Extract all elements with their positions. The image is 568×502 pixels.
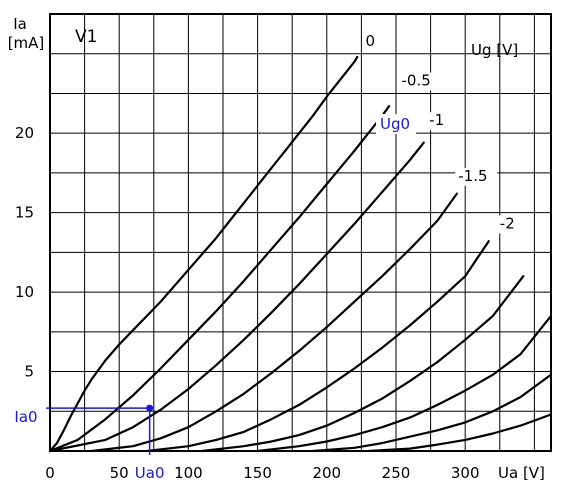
series-line (201, 275, 525, 453)
legend-title: Ug [V] (471, 41, 518, 59)
series-label: -1.5 (458, 167, 487, 185)
series-line (48, 141, 425, 453)
curve-labels: 0 -0.5 -1 -1.5 -2 (362, 32, 521, 234)
curves (48, 55, 553, 453)
series-label-background (398, 72, 441, 91)
operating-point-marker (146, 404, 154, 412)
operating-point-ug-label: Ug0 (380, 115, 410, 133)
operating-point-ua-label-background (131, 462, 168, 484)
y-axis-label-line2: [mA] (8, 34, 45, 52)
x-tick-label: 150 (243, 464, 272, 482)
operating-point-ia-label: Ia0 (14, 408, 37, 426)
x-tick-label: 300 (451, 464, 480, 482)
operating-point-ug-label-background (376, 114, 416, 134)
series-line (145, 240, 490, 453)
operating-point-ua-label: Ua0 (135, 464, 165, 482)
series-line (367, 413, 553, 453)
series-label-background (455, 167, 498, 186)
x-tick-label: 50 (110, 464, 129, 482)
series-line (48, 105, 391, 453)
x-tick-label: 100 (174, 464, 203, 482)
y-tick-label: 15 (15, 204, 34, 222)
operating-point-group: Ia0 Ua0 Ug0 (14, 114, 416, 484)
y-tick-label: 5 (24, 363, 34, 381)
chart-title: V1 (75, 27, 97, 47)
series-line (311, 373, 553, 453)
y-axis-label-line1: Ia (13, 15, 27, 33)
series-label-background (426, 112, 451, 131)
y-tick-label: 20 (15, 124, 34, 142)
series-label-background (496, 215, 521, 234)
series-line (256, 314, 553, 453)
x-tick-label: 0 (45, 464, 55, 482)
x-axis-label: Ua [V] (498, 464, 545, 482)
x-tick-label: 250 (382, 464, 411, 482)
series-label-background (362, 32, 378, 51)
series-line (90, 192, 458, 453)
series-line (48, 55, 359, 453)
series-label: -2 (500, 215, 515, 233)
y-tick-label: 10 (15, 283, 34, 301)
plot-frame (49, 13, 552, 452)
series-label: -0.5 (402, 72, 431, 90)
tick-labels: 0 50 100 150 200 250 300 5 10 15 20 (15, 124, 480, 482)
x-tick-label: 200 (312, 464, 341, 482)
series-label: -1 (429, 111, 444, 129)
series-label: 0 (366, 32, 376, 50)
